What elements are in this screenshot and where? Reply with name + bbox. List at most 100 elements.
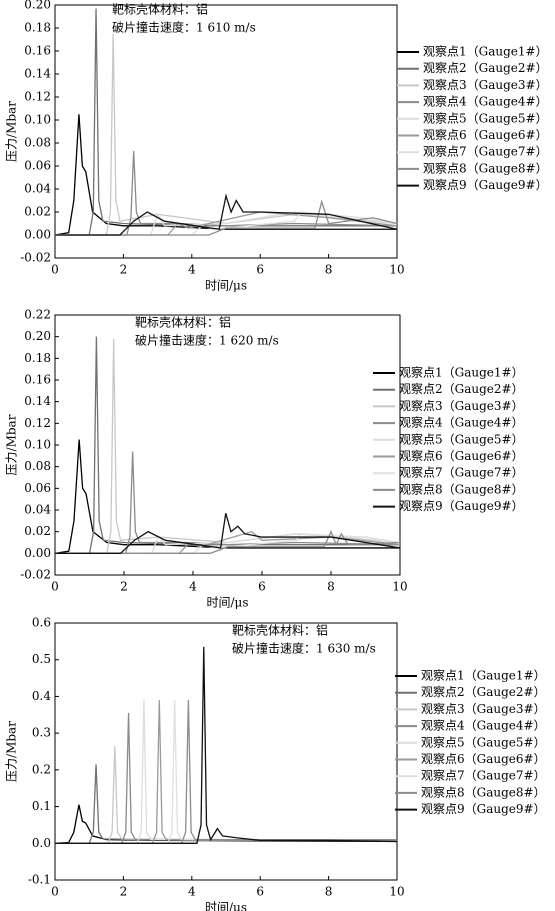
x-tick-label: 4 xyxy=(188,885,196,899)
y-tick-label: 0.18 xyxy=(24,351,51,365)
y-tick-label: 0.02 xyxy=(24,205,51,219)
legend-label: 观察点5（Gauge5#） xyxy=(399,432,524,446)
y-tick-label: 0.20 xyxy=(24,0,51,12)
data-line xyxy=(55,700,397,844)
data-line xyxy=(55,533,401,554)
x-tick-label: 8 xyxy=(325,885,333,899)
x-tick-label: 10 xyxy=(392,580,407,594)
x-tick-label: 2 xyxy=(120,885,128,899)
y-tick-label: 0.14 xyxy=(24,394,51,408)
legend-label: 观察点1（Gauge1#） xyxy=(423,45,548,59)
y-tick-label: 0.02 xyxy=(24,524,51,538)
legend-label: 观察点3（Gauge3#） xyxy=(399,399,524,413)
y-tick-label: -0.02 xyxy=(20,568,51,582)
legend-label: 观察点6（Gauge6#） xyxy=(423,128,548,142)
chart-panel: -0.02 0.00 0.02 0.04 0.06 0.08 0.10 0.12 0.14 0.1… xyxy=(5,308,524,610)
legend-label: 观察点2（Gauge2#） xyxy=(399,382,524,396)
legend-label: 观察点5（Gauge5#） xyxy=(423,111,548,125)
legend-label: 观察点3（Gauge3#） xyxy=(423,78,548,92)
y-tick-label: -0.1 xyxy=(28,873,51,887)
y-tick-label: 0.12 xyxy=(24,90,51,104)
x-tick-label: 8 xyxy=(325,263,333,277)
data-line xyxy=(55,193,398,236)
annotation: 靶标壳体材料：铝 xyxy=(232,623,328,638)
plot-frame xyxy=(54,622,398,881)
data-line xyxy=(55,33,398,236)
legend-label: 观察点7（Gauge7#） xyxy=(423,145,548,159)
x-tick-label: 0 xyxy=(51,885,59,899)
data-line xyxy=(55,646,398,844)
x-tick-label: 0 xyxy=(51,263,59,277)
x-tick-label: 2 xyxy=(120,580,128,594)
y-tick-label: 0.06 xyxy=(24,159,51,173)
x-tick-label: 8 xyxy=(327,580,335,594)
y-tick-label: 0.18 xyxy=(24,21,51,35)
y-tick-label: 0.2 xyxy=(32,762,51,776)
legend-label: 观察点5（Gauge5#） xyxy=(421,735,546,749)
chart-panel: -0.02 0.00 0.02 0.04 0.06 0.08 0.10 0.12 0.14 0.1… xyxy=(5,0,548,293)
y-tick-label: 0.0 xyxy=(32,836,51,850)
y-tick-label: 0.04 xyxy=(24,503,51,517)
x-tick-label: 2 xyxy=(120,263,128,277)
y-tick-label: 0.08 xyxy=(24,136,51,150)
annotation: 破片撞击速度：1 610 m/s xyxy=(112,20,256,35)
legend-label: 观察点6（Gauge6#） xyxy=(421,752,546,766)
y-tick-label: 0.1 xyxy=(32,799,51,813)
y-tick-label: 0.10 xyxy=(24,438,51,452)
y-axis-label: 压力/Mbar xyxy=(5,101,19,162)
y-tick-label: -0.02 xyxy=(20,251,51,265)
annotation: 靶标壳体材料：铝 xyxy=(135,315,231,330)
legend-label: 观察点9（Gauge9#） xyxy=(421,802,546,816)
x-tick-label: 0 xyxy=(51,580,59,594)
y-tick-label: 0.5 xyxy=(32,652,51,666)
legend-label: 观察点1（Gauge1#） xyxy=(399,366,524,380)
plot-frame xyxy=(54,4,398,259)
data-line xyxy=(55,530,401,554)
y-tick-label: 0.4 xyxy=(32,689,51,703)
data-line xyxy=(55,151,398,236)
y-tick-label: 0.22 xyxy=(24,308,51,322)
x-tick-label: 10 xyxy=(389,885,404,899)
x-tick-label: 4 xyxy=(189,580,197,594)
data-line xyxy=(54,114,397,236)
legend-label: 观察点7（Gauge7#） xyxy=(421,769,546,783)
legend-label: 观察点9（Gauge9#） xyxy=(423,178,548,192)
y-tick-label: 0.06 xyxy=(24,481,51,495)
y-tick-label: 0.00 xyxy=(24,546,51,560)
legend-label: 观察点9（Gauge9#） xyxy=(399,499,524,513)
annotation: 靶标壳体材料：铝 xyxy=(112,2,208,17)
data-line xyxy=(55,764,397,844)
legend-label: 观察点3（Gauge3#） xyxy=(421,702,546,716)
legend-label: 观察点4（Gauge4#） xyxy=(421,719,546,733)
y-tick-label: 0.3 xyxy=(32,726,51,740)
chart-panel: -0.1 0.0 0.1 0.2 0.3 0.4 0.5 0.6 0 2 4 6 8 10 时间/μs 压力/… xyxy=(5,616,546,911)
y-tick-label: 0.04 xyxy=(24,182,51,196)
data-line xyxy=(55,745,397,844)
data-line xyxy=(55,211,398,236)
data-line xyxy=(54,804,398,844)
y-tick-label: 0.16 xyxy=(24,373,51,387)
legend-label: 观察点4（Gauge4#） xyxy=(423,95,548,109)
legend-label: 观察点1（Gauge1#） xyxy=(421,669,546,683)
x-axis-label: 时间/μs xyxy=(206,596,248,610)
y-axis-label: 压力/Mbar xyxy=(5,414,19,475)
annotation: 破片撞击速度：1 630 m/s xyxy=(232,641,376,656)
legend-label: 观察点2（Gauge2#） xyxy=(423,61,548,75)
y-tick-label: 0.14 xyxy=(24,67,51,81)
data-line xyxy=(55,700,397,844)
y-tick-label: 0.20 xyxy=(24,329,51,343)
data-line xyxy=(55,336,400,554)
y-tick-label: 0.10 xyxy=(24,113,51,127)
y-tick-label: 0.08 xyxy=(24,459,51,473)
annotation: 破片撞击速度：1 620 m/s xyxy=(135,333,279,348)
legend-label: 观察点6（Gauge6#） xyxy=(399,449,524,463)
x-axis-label: 时间/μs xyxy=(205,901,247,911)
legend-label: 观察点8（Gauge8#） xyxy=(399,482,524,496)
x-tick-label: 10 xyxy=(389,263,404,277)
x-tick-label: 6 xyxy=(258,580,266,594)
data-line xyxy=(55,199,398,236)
x-tick-label: 6 xyxy=(256,263,264,277)
y-tick-label: 0.6 xyxy=(32,616,51,630)
data-line xyxy=(55,513,401,554)
